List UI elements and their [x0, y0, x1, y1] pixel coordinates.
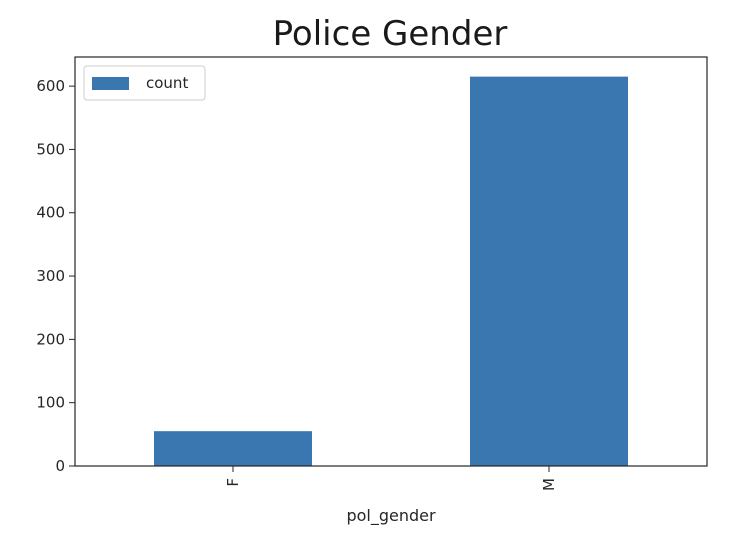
y-tick-label: 100	[36, 394, 65, 412]
legend-swatch	[92, 77, 129, 90]
y-tick-label: 600	[36, 77, 65, 95]
y-tick-label: 0	[55, 457, 65, 475]
legend-box	[83, 65, 206, 101]
chart-title: Police Gender	[273, 14, 508, 54]
x-tick-label: F	[224, 478, 242, 487]
x-tick-label: M	[540, 478, 558, 491]
bars-group	[154, 76, 628, 466]
y-tick-label: 300	[36, 267, 65, 285]
y-tick-label: 200	[36, 330, 65, 348]
x-axis-label: pol_gender	[346, 506, 436, 526]
y-tick-label: 500	[36, 140, 65, 158]
bar-F	[154, 431, 312, 466]
bar-M	[470, 76, 628, 466]
y-axis: 0 100 200 300 400 500 600	[36, 77, 75, 475]
plot-frame	[74, 56, 708, 467]
legend: count	[83, 65, 206, 101]
y-tick-label: 400	[36, 204, 65, 222]
legend-label: count	[146, 74, 188, 92]
